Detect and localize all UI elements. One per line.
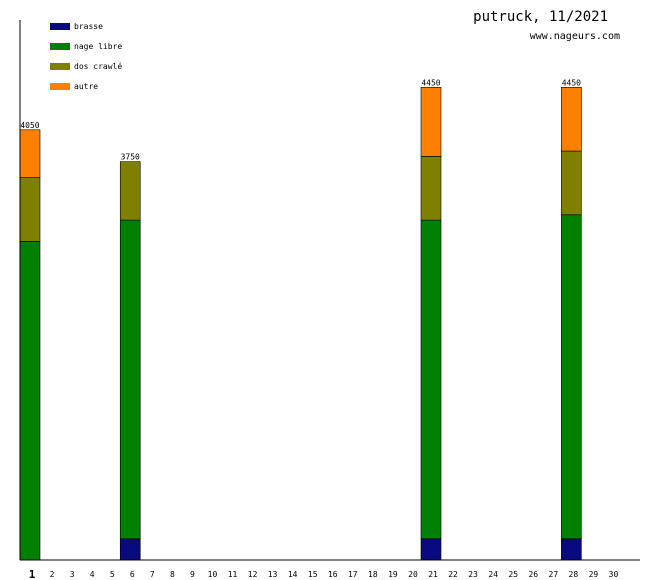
bar-segment-brasse-28 xyxy=(561,538,582,561)
x-tick-label-7: 7 xyxy=(150,570,155,579)
bar-segment-dos-crawlé-1 xyxy=(19,177,41,242)
legend-label-brasse: brasse xyxy=(74,21,103,31)
legend-swatch-nage-libre xyxy=(50,42,70,50)
total-label-21: 4450 xyxy=(421,78,440,87)
legend-item-autre: autre xyxy=(50,76,122,96)
x-tick-label-26: 26 xyxy=(528,570,538,579)
x-tick-label-1: 1 xyxy=(29,568,36,580)
x-tick-label-30: 30 xyxy=(609,570,619,579)
bar-segment-nage-libre-28 xyxy=(561,214,582,540)
x-tick-label-2: 2 xyxy=(50,570,55,579)
legend: brasse nage libre dos crawlé autre xyxy=(50,16,122,96)
x-tick-label-27: 27 xyxy=(549,570,559,579)
bars-group xyxy=(19,87,582,561)
x-tick-label-9: 9 xyxy=(190,570,195,579)
x-tick-label-29: 29 xyxy=(589,570,599,579)
x-tick-label-19: 19 xyxy=(388,570,398,579)
total-label-1: 4050 xyxy=(20,121,39,130)
legend-label-nage-libre: nage libre xyxy=(74,41,123,51)
x-tick-label-23: 23 xyxy=(468,570,478,579)
x-tick-label-20: 20 xyxy=(408,570,418,579)
bar-segment-autre-28 xyxy=(561,87,582,152)
bar-segment-autre-1 xyxy=(19,129,41,178)
bar-segment-dos-crawlé-28 xyxy=(561,150,582,216)
x-tick-label-13: 13 xyxy=(268,570,278,579)
x-tick-label-28: 28 xyxy=(569,570,579,579)
chart-title: putruck, 11/2021 xyxy=(473,9,608,25)
x-tick-label-4: 4 xyxy=(90,570,95,579)
bar-segment-dos-crawlé-21 xyxy=(420,156,442,221)
x-tick-label-22: 22 xyxy=(448,570,458,579)
legend-item-dos-crawle: dos crawlé xyxy=(50,56,122,76)
x-tick-label-12: 12 xyxy=(248,570,258,579)
x-tick-label-25: 25 xyxy=(508,570,518,579)
x-tick-label-24: 24 xyxy=(488,570,498,579)
bar-segment-brasse-21 xyxy=(420,538,442,561)
legend-label-dos-crawle: dos crawlé xyxy=(74,61,123,71)
x-tick-label-15: 15 xyxy=(308,570,318,579)
legend-swatch-dos-crawle xyxy=(50,62,70,70)
x-tick-label-17: 17 xyxy=(348,570,358,579)
legend-label-autre: autre xyxy=(74,81,99,91)
x-tick-label-10: 10 xyxy=(208,570,218,579)
total-label-28: 4450 xyxy=(562,78,581,87)
bar-segment-autre-21 xyxy=(420,87,442,157)
bar-segment-nage-libre-1 xyxy=(19,241,41,561)
legend-swatch-brasse xyxy=(50,22,70,30)
bar-segment-dos-crawlé-6 xyxy=(119,161,141,221)
bar-segment-nage-libre-21 xyxy=(420,219,442,540)
total-labels-group: 4050 3750 4450 4450 xyxy=(20,78,581,161)
x-tick-labels-group: 1 2 3 4 5 6 7 8 9 10 11 12 13 14 15 16 17 18 19 20 21 22 23 24 2… xyxy=(29,568,619,580)
chart-subtitle: www.nageurs.com xyxy=(529,31,620,42)
total-label-6: 3750 xyxy=(121,153,140,162)
x-tick-label-16: 16 xyxy=(328,570,338,579)
legend-item-nage-libre: nage libre xyxy=(50,36,122,56)
x-tick-label-18: 18 xyxy=(368,570,378,579)
x-tick-label-14: 14 xyxy=(288,570,298,579)
legend-item-brasse: brasse xyxy=(50,16,122,36)
x-tick-label-11: 11 xyxy=(228,570,238,579)
bar-segment-brasse-6 xyxy=(119,538,141,561)
x-tick-label-3: 3 xyxy=(70,570,75,579)
x-tick-label-21: 21 xyxy=(428,570,438,579)
x-tick-label-6: 6 xyxy=(130,570,135,579)
x-tick-label-5: 5 xyxy=(110,570,115,579)
legend-swatch-autre xyxy=(50,82,70,90)
bar-segment-nage-libre-6 xyxy=(119,219,141,540)
x-tick-label-8: 8 xyxy=(170,570,175,579)
